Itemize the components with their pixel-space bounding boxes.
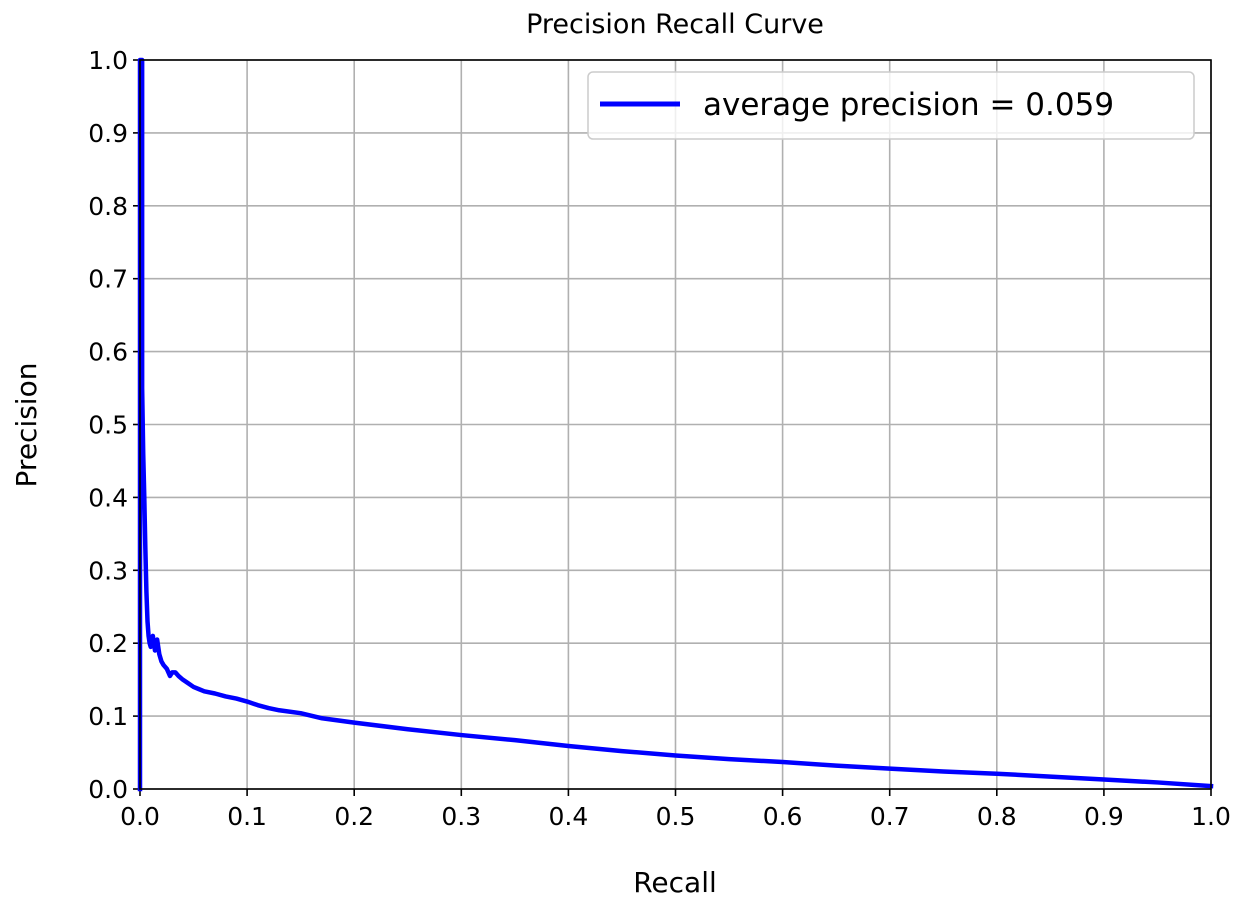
x-tick-label: 0.3 bbox=[441, 802, 481, 831]
x-tick-label: 0.1 bbox=[227, 802, 267, 831]
x-tick-label: 0.2 bbox=[334, 802, 374, 831]
axis-ticks: 0.0 0.1 0.2 0.3 0.4 0.5 0.6 0.7 0.8 0.9 1.0 0.0 0.1 0… bbox=[88, 46, 1231, 831]
x-tick-label: 0.8 bbox=[977, 802, 1017, 831]
x-tick-label: 1.0 bbox=[1191, 802, 1231, 831]
y-axis-label: Precision bbox=[10, 363, 43, 488]
y-tick-label: 0.4 bbox=[88, 483, 128, 512]
legend: average precision = 0.059 bbox=[587, 71, 1195, 140]
legend-label: average precision = 0.059 bbox=[703, 87, 1114, 123]
x-tick-label: 0.5 bbox=[656, 802, 696, 831]
x-axis-label: Recall bbox=[633, 866, 717, 897]
y-tick-label: 0.0 bbox=[88, 775, 128, 804]
x-tick-label: 0.6 bbox=[763, 802, 803, 831]
y-tick-label: 0.5 bbox=[88, 411, 128, 440]
plot-frame bbox=[139, 59, 1212, 790]
series-layer bbox=[137, 57, 1214, 792]
y-tick-label: 0.3 bbox=[88, 556, 128, 585]
y-tick-label: 0.9 bbox=[88, 119, 128, 148]
legend-box bbox=[587, 71, 1195, 140]
y-tick-label: 1.0 bbox=[88, 46, 128, 75]
x-tick-label: 0.0 bbox=[120, 802, 160, 831]
y-tick-label: 0.7 bbox=[88, 265, 128, 294]
y-tick-label: 0.8 bbox=[88, 192, 128, 221]
series-line bbox=[137, 57, 1214, 792]
chart-title: Precision Recall Curve bbox=[526, 9, 824, 40]
x-tick-label: 0.9 bbox=[1084, 802, 1124, 831]
y-tick-label: 0.1 bbox=[88, 702, 128, 731]
x-tick-label: 0.4 bbox=[549, 802, 589, 831]
y-tick-label: 0.6 bbox=[88, 338, 128, 367]
y-tick-label: 0.2 bbox=[88, 629, 128, 658]
x-tick-label: 0.7 bbox=[870, 802, 910, 831]
